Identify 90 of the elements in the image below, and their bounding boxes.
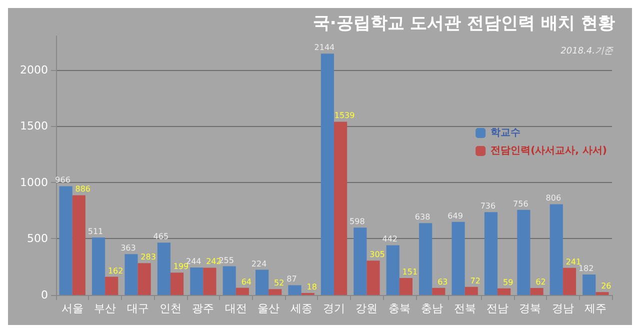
bar: [498, 288, 511, 295]
y-tick-label: 2000: [20, 63, 48, 76]
data-label: 52: [274, 278, 284, 288]
bar: [386, 245, 400, 295]
text: 2018.4.기준: [560, 46, 614, 56]
x-tick-label: 인천: [159, 302, 182, 315]
x-tick-label: 경북: [519, 302, 542, 315]
y-tick-label: 1000: [20, 176, 48, 189]
data-label: 2144: [314, 43, 335, 52]
bar: [203, 268, 216, 295]
bar: [484, 212, 498, 295]
data-label: 162: [108, 266, 124, 276]
data-label: 62: [536, 278, 546, 287]
bar: [530, 288, 544, 295]
data-label: 305: [370, 250, 385, 260]
x-tick-label: 제주: [584, 302, 607, 315]
data-label: 224: [251, 259, 267, 268]
data-label: 363: [120, 244, 136, 253]
data-label: 442: [382, 234, 398, 244]
bar: [236, 288, 249, 295]
bar: [222, 266, 236, 295]
bar: [105, 276, 118, 295]
data-label: 511: [88, 226, 104, 236]
x-tick-label: 광주: [192, 302, 214, 315]
bar: [268, 289, 282, 295]
bar: [517, 210, 530, 295]
data-label: 465: [153, 232, 169, 242]
bar: [452, 222, 465, 295]
bar: [550, 204, 563, 295]
data-label: 59: [502, 278, 514, 287]
bar: [92, 237, 106, 295]
x-tick-label: 강원: [356, 302, 378, 315]
bar: [256, 270, 269, 295]
data-label: 63: [438, 277, 448, 286]
data-label: 756: [513, 199, 528, 208]
bar: [596, 292, 609, 295]
x-tick-label: 세종: [290, 302, 312, 315]
bar: [288, 285, 302, 295]
data-label: 966: [55, 176, 70, 185]
data-label: 806: [546, 194, 562, 203]
data-label: 241: [566, 257, 582, 266]
data-label: 199: [173, 262, 189, 272]
x-tick-label: 경남: [552, 302, 574, 315]
bar: [432, 288, 446, 295]
legend-label: 학교수: [490, 128, 521, 138]
bar: [59, 186, 72, 295]
x-tick-label: 충남: [421, 302, 444, 315]
data-label: 72: [470, 276, 480, 286]
x-tick-label: 울산: [258, 302, 280, 315]
bar: [72, 195, 86, 295]
bar: [582, 274, 596, 295]
bar: [320, 54, 334, 295]
data-label: 598: [350, 217, 365, 226]
data-label: 649: [448, 211, 463, 220]
data-label: 638: [414, 212, 430, 222]
x-tick-label: 전남: [486, 302, 509, 315]
data-label: 1539: [334, 111, 355, 120]
bar: [190, 268, 204, 295]
bar: [124, 254, 138, 295]
x-tick-label: 부산: [94, 302, 116, 315]
chart-title: 국·공립학교 도서관 전담인력 배치 현황: [312, 14, 616, 34]
y-tick-label: 0: [41, 288, 48, 302]
bar: [366, 260, 380, 295]
x-tick-label: 전북: [454, 302, 476, 315]
data-label: 283: [140, 252, 156, 262]
bar: [399, 278, 412, 295]
x-tick-label: 충북: [388, 302, 410, 315]
x-tick-label: 서울: [61, 302, 84, 315]
data-label: 151: [402, 267, 418, 276]
data-label: 26: [601, 282, 612, 291]
x-tick-label: 대전: [224, 302, 247, 315]
bar: [157, 242, 170, 295]
data-label: 886: [75, 184, 91, 194]
x-tick-label: 경기: [323, 302, 345, 315]
bar: [419, 223, 432, 295]
data-label: 736: [480, 202, 496, 211]
data-label: 64: [241, 277, 252, 286]
data-label: 87: [286, 274, 297, 284]
bar: [464, 286, 478, 295]
bar: [170, 272, 184, 295]
legend-label: 전담인력(사서교사, 사서): [490, 146, 607, 156]
bar: [354, 228, 367, 295]
bar: [562, 268, 576, 295]
bar: [334, 122, 348, 295]
y-tick-label: 500: [27, 232, 48, 246]
data-label: 18: [306, 282, 317, 292]
y-tick-label: 1500: [20, 120, 48, 133]
data-label: 182: [578, 264, 594, 274]
x-tick-label: 대구: [126, 302, 149, 315]
bar: [138, 263, 151, 295]
